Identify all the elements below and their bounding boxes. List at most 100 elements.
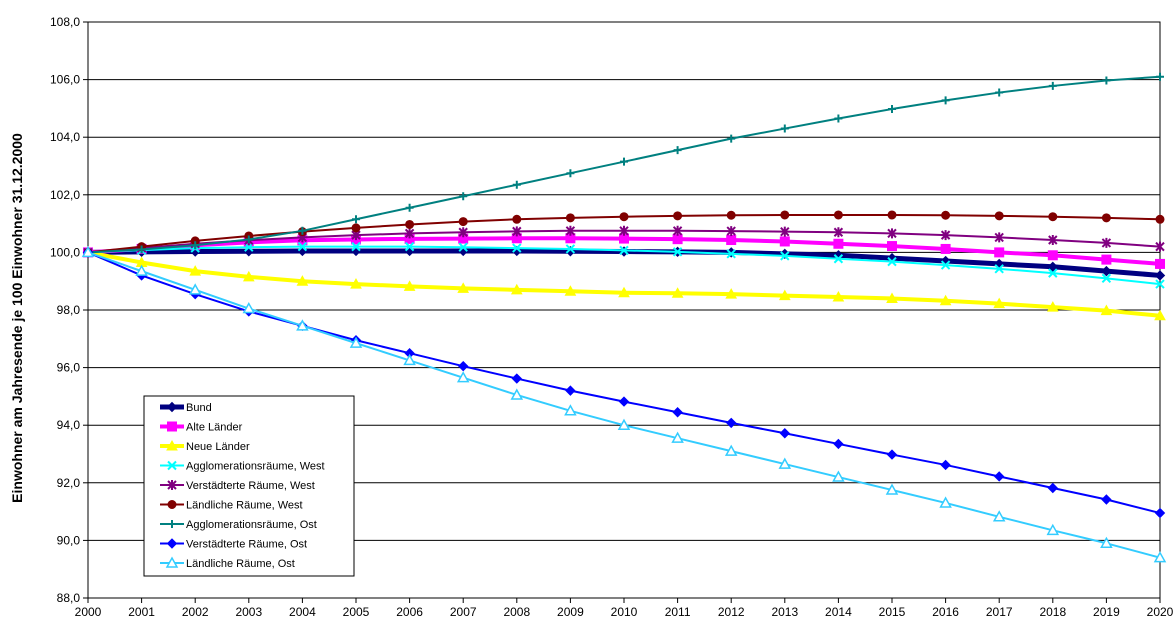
data-point xyxy=(349,336,363,348)
legend-marker xyxy=(166,538,178,549)
x-tick-label: 2006 xyxy=(396,605,423,619)
data-point xyxy=(672,234,683,245)
data-point xyxy=(994,247,1005,258)
data-point xyxy=(727,134,736,143)
data-point xyxy=(296,275,309,286)
data-point xyxy=(352,215,360,224)
x-tick-label: 2000 xyxy=(75,605,102,619)
y-tick-label: 98,0 xyxy=(57,303,81,317)
data-point xyxy=(1154,309,1166,321)
data-point xyxy=(887,241,897,252)
data-point xyxy=(993,471,1005,482)
data-point xyxy=(1048,212,1058,222)
data-point xyxy=(1047,261,1059,273)
x-tick-label: 2002 xyxy=(182,605,209,619)
data-point xyxy=(619,245,629,256)
data-point xyxy=(887,210,897,220)
data-point xyxy=(512,226,522,237)
x-tick-label: 2011 xyxy=(665,605,691,619)
x-tick-label: 2008 xyxy=(503,605,530,619)
x-tick-label: 2016 xyxy=(932,605,959,619)
y-tick-label: 108,0 xyxy=(50,15,80,29)
data-point xyxy=(671,287,684,298)
data-point xyxy=(404,228,415,239)
data-point xyxy=(564,285,577,296)
y-tick-label: 102,0 xyxy=(50,188,80,202)
legend-marker xyxy=(166,401,178,413)
data-point xyxy=(510,283,523,295)
data-point xyxy=(726,235,737,246)
data-point xyxy=(726,249,736,259)
legend-marker xyxy=(166,439,178,451)
data-point xyxy=(833,210,843,220)
data-point xyxy=(1155,241,1165,252)
data-point xyxy=(887,228,897,239)
data-point xyxy=(672,247,683,257)
data-point xyxy=(1100,536,1113,549)
data-point xyxy=(995,88,1004,97)
y-tick-label: 92,0 xyxy=(57,476,81,490)
data-point xyxy=(725,247,737,258)
legend-label: Alte Länder xyxy=(186,422,243,434)
y-tick-label: 100,0 xyxy=(50,245,80,259)
data-point xyxy=(242,270,255,282)
data-point xyxy=(405,219,415,229)
series-layer xyxy=(81,72,1167,563)
legend-item: Neue Länder xyxy=(160,439,250,453)
data-point xyxy=(403,280,416,291)
data-point xyxy=(619,212,629,222)
data-point xyxy=(565,244,576,254)
data-point xyxy=(673,146,682,155)
data-point xyxy=(885,483,899,495)
x-tick-label: 2018 xyxy=(1039,605,1066,619)
data-point xyxy=(1101,213,1111,223)
data-point xyxy=(779,428,791,439)
data-point xyxy=(565,385,576,396)
legend-label: Agglomerationsräume, Ost xyxy=(186,519,317,531)
data-point xyxy=(672,225,683,236)
data-point xyxy=(1101,494,1112,505)
data-point xyxy=(403,353,416,366)
data-point xyxy=(780,124,789,133)
data-point xyxy=(244,242,254,252)
data-point xyxy=(1046,523,1060,536)
data-point xyxy=(940,260,951,270)
legend-label: Ländliche Räume, West xyxy=(186,500,303,512)
legend-marker xyxy=(167,460,177,471)
data-point xyxy=(780,226,790,237)
y-tick-label: 90,0 xyxy=(57,533,81,547)
y-tick-label: 96,0 xyxy=(57,361,81,375)
data-point xyxy=(1048,235,1058,246)
data-point xyxy=(941,96,950,105)
data-point xyxy=(405,203,414,212)
data-point xyxy=(296,319,309,331)
data-point xyxy=(992,510,1006,522)
data-point xyxy=(725,288,738,299)
data-point xyxy=(994,232,1004,243)
series-laendliche-raeume-ost xyxy=(81,245,1167,563)
legend-marker xyxy=(167,500,177,509)
data-point xyxy=(726,226,736,237)
data-point xyxy=(941,210,951,220)
legend-item: Ländliche Räume, Ost xyxy=(160,556,295,570)
data-point xyxy=(350,278,362,289)
x-tick-label: 2003 xyxy=(235,605,262,619)
data-point xyxy=(458,242,468,252)
data-point xyxy=(778,289,791,301)
data-point xyxy=(832,291,845,302)
data-point xyxy=(940,459,951,471)
data-point xyxy=(457,360,469,372)
data-point xyxy=(673,211,683,221)
data-point xyxy=(993,297,1006,309)
legend-label: Bund xyxy=(186,402,212,414)
data-point xyxy=(1048,81,1057,90)
data-point xyxy=(671,431,684,443)
data-point xyxy=(994,211,1004,221)
data-point xyxy=(1047,482,1059,494)
data-point xyxy=(297,241,308,252)
legend-marker xyxy=(165,556,179,568)
data-point xyxy=(779,236,790,247)
legend-item: Verstädterte Räume, West xyxy=(160,480,315,492)
data-point xyxy=(1155,279,1165,289)
data-point xyxy=(1102,76,1111,85)
